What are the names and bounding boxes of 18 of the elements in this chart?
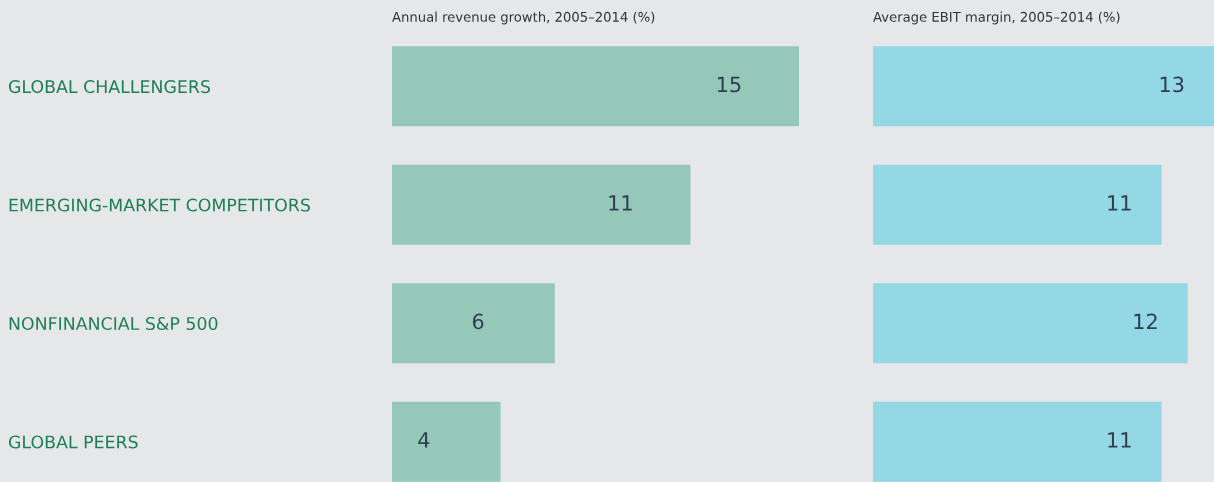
- data-label: 11: [1108, 432, 1131, 448]
- bar: [392, 164, 691, 245]
- y-tick-label: GLOBAL CHALLENGERS: [8, 79, 210, 94]
- y-tick-label: NONFINANCIAL S&P 500: [9, 316, 218, 331]
- text: Average EBIT margin, 2005–2014 (%): [873, 11, 1120, 25]
- y-tick-label: GLOBAL PEERS: [8, 435, 138, 449]
- data-label: 13: [1160, 76, 1184, 93]
- data-label: 6: [472, 313, 484, 330]
- data-label: 15: [717, 76, 741, 93]
- y-tick-label: EMERGING-MARKET COMPETITORS: [9, 198, 310, 212]
- bar: [392, 46, 799, 127]
- data-label: 4: [418, 432, 430, 448]
- bar: [392, 401, 501, 482]
- data-label: 12: [1134, 313, 1157, 329]
- chart-title: Annual revenue growth, 2005–2014 (%): [392, 11, 655, 25]
- bar: [392, 283, 555, 364]
- data-label: 11: [609, 195, 632, 211]
- data-label: 11: [1108, 195, 1131, 211]
